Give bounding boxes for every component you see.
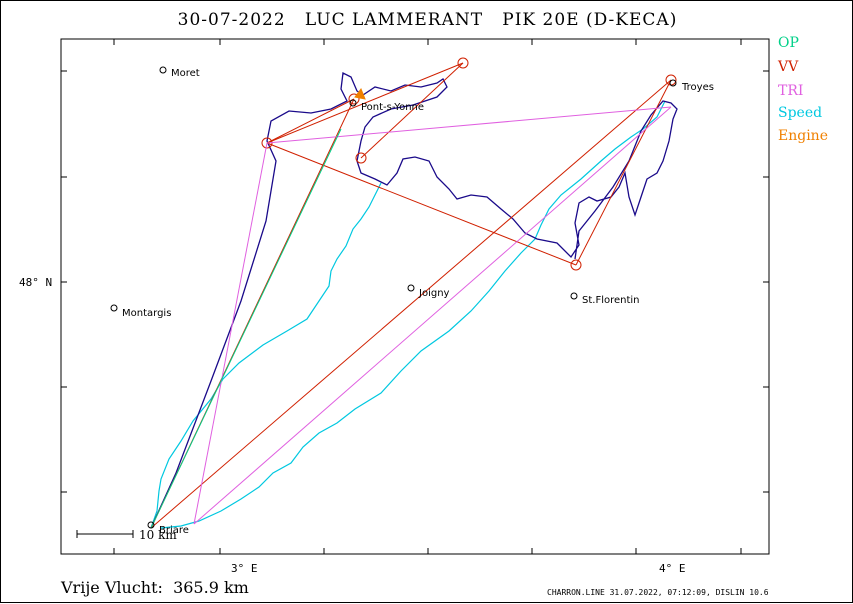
op-route [150,128,342,529]
town-moret: Moret [171,68,200,79]
legend-engine: Engine [778,128,828,144]
town-pont-s-yonne: Pont-s-Yonne [361,102,424,113]
town-troyes: Troyes [681,82,714,93]
speed-track [150,182,382,529]
town-st-florentin: St.Florentin [582,295,640,306]
vv-route [150,57,677,529]
town-briare: Briare [159,525,189,536]
x-label-3e: 3° E [231,562,258,575]
town-joigny: Joigny [418,288,450,299]
distance-label: Vrije Vlucht: 365.9 km [61,578,249,597]
engine-marker [354,87,366,100]
tri-route [193,106,672,525]
page-title: 30-07-2022 LUC LAMMERANT PIK 20E (D-KECA… [177,10,678,30]
town-montargis: Montargis [122,308,171,319]
legend-vv: VV [778,59,799,75]
legend-op: OP [778,35,799,51]
x-label-4e: 4° E [659,562,686,575]
scale-bar [76,530,134,538]
axis-ticks [61,39,769,554]
y-label-48n: 48° N [19,276,52,289]
legend-tri: TRI [778,83,804,99]
speed-track-2 [160,100,666,529]
scale-label: 10 km [139,528,177,542]
credit-label: CHARRON.LINE 31.07.2022, 07:12:09, DISLI… [547,588,769,597]
legend-speed: Speed [778,105,823,121]
town-markers [110,66,677,529]
flight-track [150,72,678,529]
map-frame [60,38,770,555]
